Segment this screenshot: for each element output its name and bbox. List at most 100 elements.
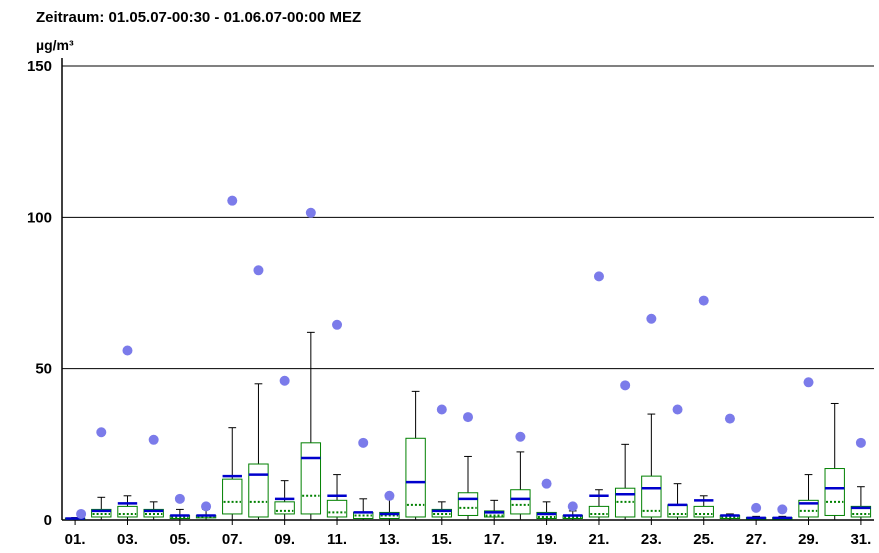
box-day-28 [772, 515, 793, 520]
box-day-18 [510, 451, 531, 520]
box-day-21 [588, 489, 610, 520]
tick-labels: µg/m³ 0 50 100 150 01. 03. 05. 07. 09. 11. 13. 15. 1… [27, 37, 871, 548]
box-iqr [457, 492, 479, 516]
box-day-15 [431, 501, 452, 520]
y-axis-unit-label: µg/m³ [36, 37, 74, 53]
box-day-5 [169, 508, 191, 520]
grid-lines [62, 65, 874, 370]
outlier-point-day-27 [751, 502, 762, 513]
outlier-point-day-1 [76, 508, 87, 519]
outlier-point-day-18 [515, 431, 526, 442]
box-day-4 [143, 501, 164, 520]
box-iqr [510, 489, 531, 515]
box-day-19 [536, 501, 557, 520]
x-tick-label: 31. [850, 531, 871, 548]
chart-title: Zeitraum: 01.05.07-00:30 - 01.06.07-00:0… [36, 9, 362, 26]
box-day-9 [274, 480, 295, 520]
box-day-17 [484, 499, 505, 520]
box-day-8 [248, 383, 269, 520]
outliers [76, 195, 866, 519]
box-day-14 [405, 390, 426, 520]
x-tick-label: 11. [327, 531, 347, 548]
box-iqr [850, 505, 872, 518]
box-iqr [117, 505, 138, 518]
outlier-point-day-6 [201, 501, 212, 512]
outlier-point-day-20 [567, 501, 578, 512]
x-tick-label: 05. [169, 531, 190, 548]
outlier-point-day-21 [593, 271, 604, 282]
outlier-point-day-28 [777, 504, 788, 515]
box-day-30 [824, 402, 845, 520]
y-tick-label: 100 [27, 209, 52, 226]
box-day-16 [457, 455, 479, 520]
x-tick-label: 29. [798, 531, 819, 548]
box-day-12 [353, 498, 374, 520]
box-day-29 [798, 474, 819, 520]
outlier-point-day-11 [332, 319, 343, 330]
box-iqr [693, 505, 714, 518]
outlier-point-day-3 [122, 345, 133, 356]
y-tick-label: 0 [44, 512, 52, 529]
axes [61, 58, 874, 525]
x-tick-label: 25. [693, 531, 714, 548]
y-tick-label: 50 [35, 361, 52, 378]
outlier-point-day-19 [541, 478, 552, 489]
box-day-11 [326, 474, 348, 520]
x-tick-label: 03. [117, 531, 138, 548]
x-tick-label: 13. [379, 531, 400, 548]
x-tick-label: 19. [536, 531, 557, 548]
box-iqr [248, 463, 269, 518]
box-iqr [274, 501, 295, 515]
box-iqr [536, 511, 557, 519]
box-iqr [222, 478, 243, 515]
x-tick-label: 09. [274, 531, 295, 548]
outlier-point-day-5 [174, 493, 185, 504]
box-iqr [588, 505, 610, 518]
box-day-20 [562, 510, 583, 520]
box-day-24 [667, 483, 688, 520]
box-day-7 [222, 427, 243, 520]
outlier-point-day-15 [436, 404, 447, 415]
outlier-point-day-23 [646, 313, 657, 324]
outlier-point-day-2 [96, 427, 107, 438]
box-iqr [405, 437, 426, 518]
outlier-point-day-9 [279, 375, 290, 386]
outlier-point-day-31 [855, 437, 866, 448]
outlier-point-day-26 [724, 413, 735, 424]
x-tick-label: 01. [65, 531, 86, 548]
box-iqr [326, 499, 348, 518]
box-iqr [484, 510, 505, 518]
x-tick-label: 23. [641, 531, 662, 548]
box-iqr [667, 504, 688, 518]
box-day-10 [300, 331, 322, 520]
box-day-23 [641, 413, 662, 520]
x-tick-label: 21. [589, 531, 610, 548]
box-iqr [641, 475, 662, 518]
x-tick-label: 07. [222, 531, 243, 548]
box-day-13 [379, 498, 400, 520]
boxes [64, 331, 872, 520]
box-day-25 [693, 495, 714, 520]
outlier-point-day-24 [672, 404, 683, 415]
outlier-point-day-12 [358, 437, 369, 448]
x-tick-label: 27. [746, 531, 767, 548]
box-day-26 [719, 513, 741, 520]
outlier-point-day-7 [227, 195, 238, 206]
outlier-point-day-8 [253, 265, 264, 276]
y-tick-label: 150 [27, 58, 52, 75]
outlier-point-day-25 [698, 295, 709, 306]
outlier-point-day-10 [305, 207, 316, 218]
box-iqr [300, 442, 322, 515]
box-day-27 [745, 515, 767, 520]
box-day-2 [91, 496, 112, 520]
box-day-3 [117, 495, 138, 520]
outlier-point-day-16 [463, 412, 473, 423]
outlier-point-day-22 [620, 380, 631, 391]
x-tick-label: 17. [484, 531, 505, 548]
outlier-point-day-13 [384, 490, 395, 501]
x-tick-label: 15. [431, 531, 452, 548]
outlier-point-day-4 [148, 434, 159, 445]
box-iqr [824, 468, 845, 516]
box-day-31 [850, 486, 872, 520]
